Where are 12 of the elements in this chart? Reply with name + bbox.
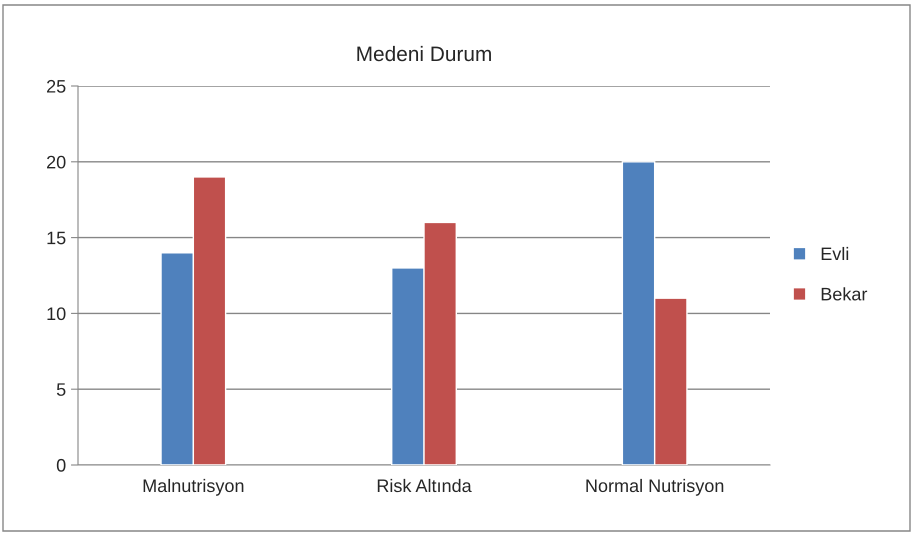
y-tick-label: 15 — [47, 232, 66, 244]
x-tick-label: Risk Altında — [378, 478, 472, 492]
y-tick-label: 5 — [56, 383, 66, 396]
y-tick-label: 25 — [47, 80, 66, 93]
legend-label: Evli — [822, 246, 848, 260]
chart-title: Medeni Durum — [357, 46, 491, 62]
y-tick-label: 0 — [56, 458, 66, 472]
x-tick-label: Normal Nutrisyon — [586, 478, 724, 496]
y-tick-label: 10 — [47, 307, 66, 320]
x-tick-label: Malnutrisyon — [144, 478, 244, 496]
y-tick-label: 20 — [47, 156, 66, 169]
legend-label: Bekar — [822, 287, 868, 300]
